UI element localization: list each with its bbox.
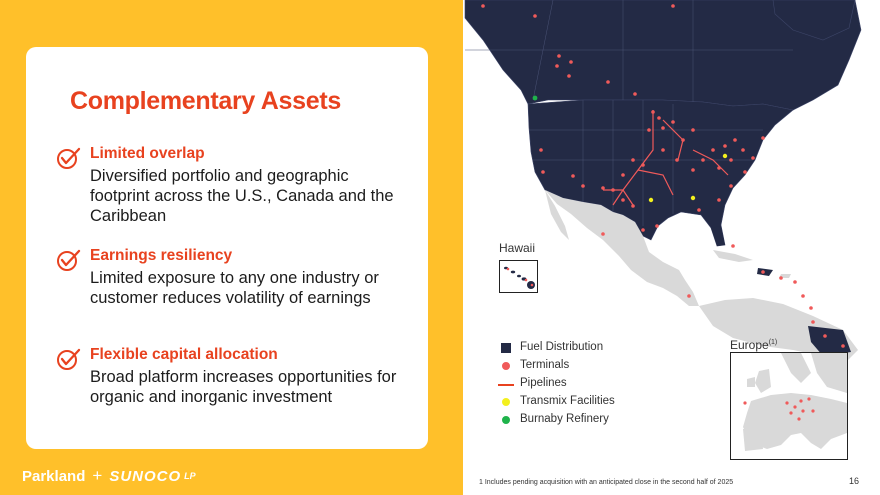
hawaii-inset <box>499 260 538 293</box>
slide-title: Complementary Assets <box>70 87 341 115</box>
point-heading: Flexible capital allocation <box>90 346 278 363</box>
page-number: 16 <box>849 476 860 486</box>
dot-swatch-icon <box>502 362 510 370</box>
check-circle-icon <box>57 249 81 271</box>
check-circle-icon <box>57 348 81 370</box>
north-america-map <box>464 0 862 360</box>
point-body: Broad platform increases opportunities f… <box>90 368 397 406</box>
point-body: Limited exposure to any one industry or … <box>90 269 379 307</box>
hawaii-label: Hawaii <box>499 241 536 255</box>
content-card: Complementary Assets Limited overlap Div… <box>26 47 428 449</box>
europe-label: Europe(1) <box>730 338 778 352</box>
dot-swatch-icon <box>502 398 510 406</box>
sunoco-logo: SUNOCO <box>109 467 182 485</box>
square-swatch-icon <box>501 343 511 353</box>
plus-sign: + <box>92 466 103 485</box>
line-swatch-icon <box>498 384 514 386</box>
check-circle-icon <box>57 147 81 169</box>
point-heading: Earnings resiliency <box>90 247 233 264</box>
europe-map <box>743 353 847 451</box>
left-panel: Complementary Assets Limited overlap Div… <box>0 0 463 495</box>
brand-logos: Parkland + SUNOCO LP <box>22 466 196 486</box>
sunoco-lp-mark: LP <box>184 471 196 481</box>
point-body: Diversified portfolio and geographic foo… <box>90 167 394 225</box>
europe-inset <box>730 352 848 460</box>
parkland-logo: Parkland <box>22 467 86 485</box>
hawaii-map <box>504 266 535 289</box>
footnote: 1 Includes pending acquisition with an a… <box>479 479 734 486</box>
dot-swatch-icon <box>502 416 510 424</box>
asset-map <box>463 0 880 495</box>
point-heading: Limited overlap <box>90 145 205 162</box>
